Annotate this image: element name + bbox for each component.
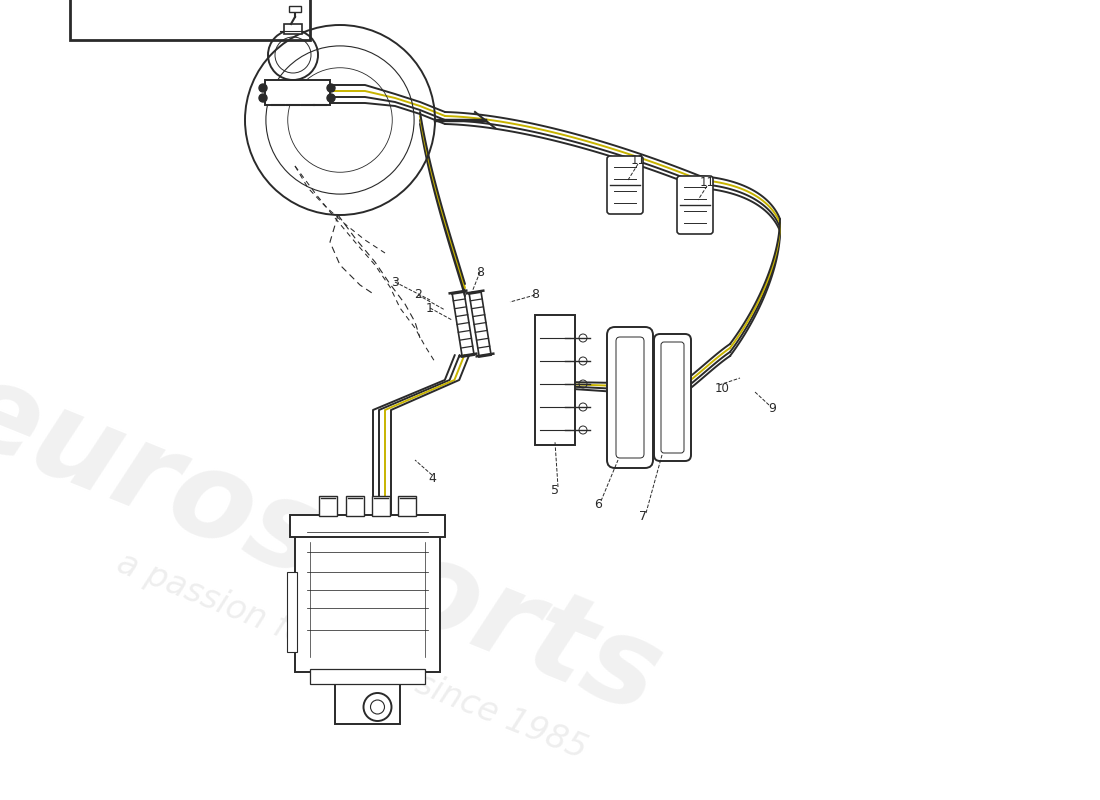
Polygon shape [265,80,330,105]
Text: 5: 5 [551,483,559,497]
Text: 2: 2 [414,289,422,302]
FancyBboxPatch shape [676,176,713,234]
FancyBboxPatch shape [661,342,684,453]
Bar [295,517,440,672]
Bar [372,496,389,516]
Text: 9: 9 [768,402,776,414]
Text: 11: 11 [700,175,715,189]
Bar [290,515,446,537]
Circle shape [258,94,267,102]
Bar [345,496,363,516]
FancyBboxPatch shape [616,337,644,458]
Text: 10: 10 [715,382,729,394]
Text: 6: 6 [594,498,602,510]
Bar [398,496,417,516]
Bar [310,669,425,684]
Bar [289,6,301,12]
Text: 8: 8 [476,266,484,278]
Bar [70,0,310,40]
Bar [336,682,400,724]
Circle shape [327,84,336,92]
Text: 11: 11 [630,154,646,166]
Text: 3: 3 [392,275,399,289]
Bar [284,24,302,34]
Text: 7: 7 [639,510,647,522]
FancyBboxPatch shape [654,334,691,461]
Bar [287,572,297,652]
Text: 4: 4 [428,471,436,485]
FancyBboxPatch shape [607,156,644,214]
Text: a passion for parts since 1985: a passion for parts since 1985 [112,546,592,766]
Text: 8: 8 [531,289,539,302]
Bar [535,315,575,445]
FancyBboxPatch shape [607,327,653,468]
Text: 1: 1 [426,302,433,314]
Circle shape [258,84,267,92]
Bar [319,496,337,516]
Text: eurosports: eurosports [0,350,678,738]
Circle shape [327,94,336,102]
